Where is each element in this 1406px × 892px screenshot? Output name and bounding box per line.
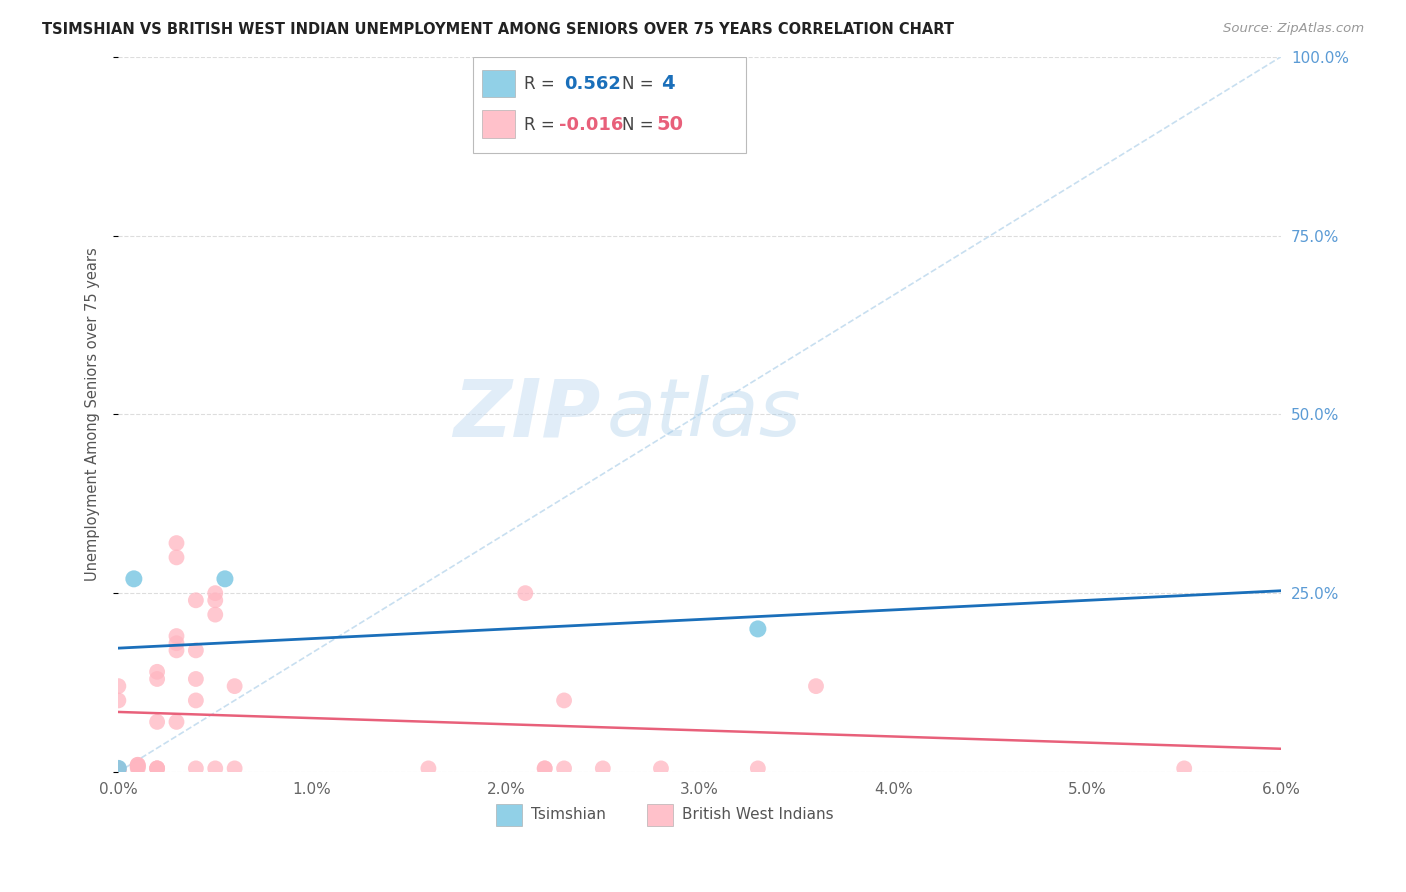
- Y-axis label: Unemployment Among Seniors over 75 years: Unemployment Among Seniors over 75 years: [86, 247, 100, 582]
- Point: [553, 693, 575, 707]
- Point: [184, 693, 207, 707]
- Point: [650, 761, 672, 775]
- FancyBboxPatch shape: [647, 805, 673, 826]
- Point: [204, 593, 226, 607]
- Point: [224, 761, 246, 775]
- Point: [804, 679, 827, 693]
- Text: 4: 4: [661, 74, 675, 94]
- Point: [107, 764, 129, 779]
- Point: [127, 757, 149, 772]
- Point: [146, 665, 169, 679]
- Point: [214, 572, 236, 586]
- Text: British West Indians: British West Indians: [682, 807, 834, 822]
- Point: [146, 672, 169, 686]
- Point: [224, 679, 246, 693]
- FancyBboxPatch shape: [482, 111, 515, 137]
- Point: [127, 760, 149, 774]
- Text: R =: R =: [524, 75, 555, 93]
- Text: TSIMSHIAN VS BRITISH WEST INDIAN UNEMPLOYMENT AMONG SENIORS OVER 75 YEARS CORREL: TSIMSHIAN VS BRITISH WEST INDIAN UNEMPLO…: [42, 22, 955, 37]
- Point: [184, 761, 207, 775]
- Point: [166, 714, 188, 729]
- Text: N =: N =: [621, 75, 654, 93]
- Point: [184, 593, 207, 607]
- Point: [1173, 761, 1195, 775]
- Point: [166, 536, 188, 550]
- Point: [107, 764, 129, 779]
- Point: [107, 761, 129, 775]
- Text: N =: N =: [621, 116, 654, 134]
- Point: [146, 761, 169, 775]
- Point: [533, 761, 555, 775]
- Point: [592, 761, 614, 775]
- Text: R =: R =: [524, 116, 555, 134]
- Point: [146, 761, 169, 775]
- Point: [127, 757, 149, 772]
- Point: [204, 586, 226, 600]
- Text: Tsimshian: Tsimshian: [531, 807, 606, 822]
- FancyBboxPatch shape: [482, 70, 515, 97]
- Text: 0.562: 0.562: [564, 75, 620, 93]
- Point: [166, 629, 188, 643]
- FancyBboxPatch shape: [472, 57, 747, 153]
- Text: Source: ZipAtlas.com: Source: ZipAtlas.com: [1223, 22, 1364, 36]
- FancyBboxPatch shape: [496, 805, 522, 826]
- Point: [127, 759, 149, 773]
- Point: [184, 643, 207, 657]
- Text: ZIP: ZIP: [454, 376, 600, 453]
- Point: [533, 761, 555, 775]
- Point: [107, 763, 129, 777]
- Point: [107, 764, 129, 779]
- Point: [418, 761, 440, 775]
- Point: [515, 586, 537, 600]
- Text: -0.016: -0.016: [560, 116, 623, 134]
- Point: [184, 672, 207, 686]
- Point: [204, 607, 226, 622]
- Text: 50: 50: [657, 115, 683, 134]
- Point: [747, 622, 769, 636]
- Point: [122, 572, 145, 586]
- Point: [166, 550, 188, 565]
- Point: [107, 761, 129, 775]
- Point: [107, 693, 129, 707]
- Point: [127, 761, 149, 775]
- Text: atlas: atlas: [607, 376, 801, 453]
- Point: [553, 761, 575, 775]
- Point: [146, 714, 169, 729]
- Point: [166, 636, 188, 650]
- Point: [107, 679, 129, 693]
- Point: [166, 643, 188, 657]
- Point: [747, 761, 769, 775]
- Point: [107, 764, 129, 779]
- Point: [146, 761, 169, 775]
- Point: [204, 761, 226, 775]
- Point: [107, 761, 129, 775]
- Point: [107, 764, 129, 778]
- Point: [107, 763, 129, 777]
